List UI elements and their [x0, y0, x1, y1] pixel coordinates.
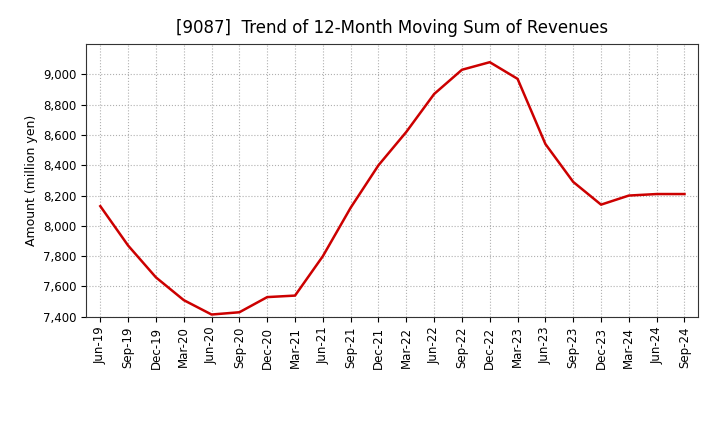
Y-axis label: Amount (million yen): Amount (million yen)	[24, 115, 37, 246]
Title: [9087]  Trend of 12-Month Moving Sum of Revenues: [9087] Trend of 12-Month Moving Sum of R…	[176, 19, 608, 37]
